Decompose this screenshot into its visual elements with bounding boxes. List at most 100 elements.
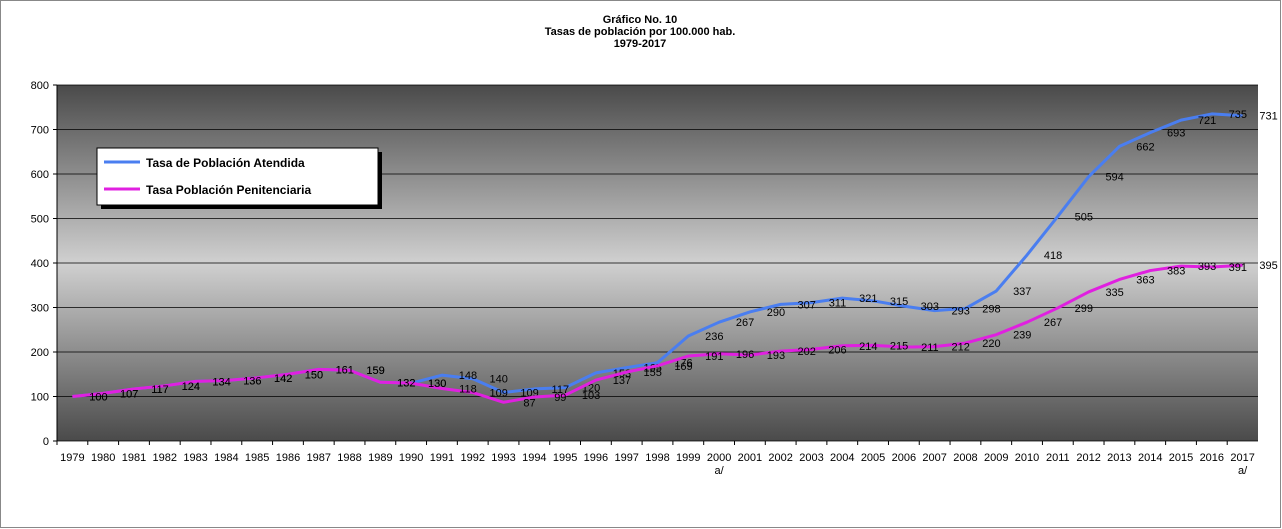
data-label: 505 bbox=[1075, 211, 1093, 223]
y-tick-label: 400 bbox=[31, 258, 49, 270]
x-tick-label: 1983 bbox=[183, 452, 207, 464]
x-tick-label: 2004 bbox=[830, 452, 854, 464]
x-tick-label: 2013 bbox=[1107, 452, 1131, 464]
x-tick-label: 2017 a/ bbox=[1230, 452, 1254, 477]
data-label: 191 bbox=[705, 351, 723, 363]
data-label: 693 bbox=[1167, 128, 1185, 140]
data-label: 391 bbox=[1229, 262, 1247, 274]
legend-box bbox=[96, 147, 379, 206]
data-label: 155 bbox=[644, 367, 662, 379]
x-tick-label: 1987 bbox=[307, 452, 331, 464]
legend-label: Tasa de Población Atendida bbox=[146, 156, 305, 170]
x-tick-label: 2002 bbox=[768, 452, 792, 464]
data-label: 159 bbox=[366, 365, 384, 377]
data-label: 393 bbox=[1198, 261, 1216, 273]
x-tick-label: 2010 bbox=[1015, 452, 1039, 464]
x-tick-label: 1981 bbox=[122, 452, 146, 464]
data-label: 211 bbox=[921, 342, 939, 354]
data-label: 731 bbox=[1259, 111, 1277, 123]
data-label: 159 bbox=[366, 365, 384, 377]
x-tick-label: 1993 bbox=[491, 452, 515, 464]
x-tick-label: 1979 bbox=[60, 452, 84, 464]
data-label: 193 bbox=[767, 350, 785, 362]
x-tick-label: 1992 bbox=[460, 452, 484, 464]
x-tick-label: 2016 bbox=[1200, 452, 1224, 464]
y-tick-label: 600 bbox=[31, 169, 49, 181]
x-tick-label: 1984 bbox=[214, 452, 238, 464]
data-label: 109 bbox=[490, 387, 508, 399]
data-label: 206 bbox=[828, 344, 846, 356]
x-tick-label: 1980 bbox=[91, 452, 115, 464]
data-label: 196 bbox=[736, 349, 754, 361]
data-label: 103 bbox=[582, 390, 600, 402]
x-tick-label: 2006 bbox=[892, 452, 916, 464]
data-label: 315 bbox=[890, 296, 908, 308]
x-tick-label: 1994 bbox=[522, 452, 546, 464]
data-label: 299 bbox=[1075, 303, 1093, 315]
data-label: 395 bbox=[1259, 260, 1277, 272]
data-label: 311 bbox=[829, 298, 847, 310]
x-tick-label: 2012 bbox=[1076, 452, 1100, 464]
data-label: 148 bbox=[459, 370, 477, 382]
data-label: 202 bbox=[797, 346, 815, 358]
x-tick-label: 2007 bbox=[922, 452, 946, 464]
y-tick-label: 500 bbox=[31, 214, 49, 226]
data-label: 594 bbox=[1105, 172, 1123, 184]
x-tick-label: 1988 bbox=[337, 452, 361, 464]
x-tick-label: 1996 bbox=[584, 452, 608, 464]
data-label: 307 bbox=[797, 299, 815, 311]
x-tick-label: 2015 bbox=[1169, 452, 1193, 464]
data-label: 267 bbox=[1044, 317, 1062, 329]
data-label: 132 bbox=[397, 377, 415, 389]
x-tick-label: 1990 bbox=[399, 452, 423, 464]
data-label: 298 bbox=[982, 303, 1000, 315]
x-tick-label: 2000 a/ bbox=[707, 452, 731, 477]
data-label: 220 bbox=[982, 338, 1000, 350]
x-tick-label: 2008 bbox=[953, 452, 977, 464]
data-label: 335 bbox=[1105, 287, 1123, 299]
x-tick-label: 2003 bbox=[799, 452, 823, 464]
data-label: 267 bbox=[736, 317, 754, 329]
data-label: 134 bbox=[212, 376, 230, 388]
data-label: 150 bbox=[305, 369, 323, 381]
y-tick-label: 0 bbox=[43, 436, 49, 448]
data-label: 130 bbox=[428, 378, 446, 390]
data-label: 383 bbox=[1167, 266, 1185, 278]
x-tick-label: 2011 bbox=[1046, 452, 1070, 464]
data-label: 321 bbox=[859, 293, 877, 305]
data-label: 100 bbox=[89, 392, 107, 404]
data-label: 142 bbox=[274, 373, 292, 385]
x-tick-label: 1982 bbox=[153, 452, 177, 464]
legend: Tasa de Población Atendida Tasa Población… bbox=[96, 147, 382, 209]
data-label: 236 bbox=[705, 331, 723, 343]
data-label: 176 bbox=[674, 358, 692, 370]
data-label: 293 bbox=[951, 306, 969, 318]
data-label: 107 bbox=[120, 388, 138, 400]
data-label: 140 bbox=[490, 374, 508, 386]
data-label: 124 bbox=[182, 381, 200, 393]
data-label: 337 bbox=[1013, 286, 1031, 298]
y-tick-label: 800 bbox=[31, 80, 49, 92]
data-label: 87 bbox=[523, 397, 535, 409]
x-tick-label: 2014 bbox=[1138, 452, 1162, 464]
data-label: 290 bbox=[767, 307, 785, 319]
y-tick-label: 300 bbox=[31, 303, 49, 315]
data-label: 239 bbox=[1013, 330, 1031, 342]
data-label: 215 bbox=[890, 340, 908, 352]
data-label: 363 bbox=[1136, 274, 1154, 286]
x-tick-label: 1985 bbox=[245, 452, 269, 464]
chart-title: Tasas de población por 100.000 hab. bbox=[545, 26, 736, 38]
data-label: 735 bbox=[1229, 109, 1247, 121]
data-label: 303 bbox=[921, 301, 939, 313]
data-label: 662 bbox=[1136, 141, 1154, 153]
data-label: 99 bbox=[554, 392, 566, 404]
data-label: 117 bbox=[552, 384, 570, 396]
data-label: 169 bbox=[674, 361, 692, 373]
y-tick-label: 100 bbox=[31, 392, 49, 404]
x-tick-label: 2005 bbox=[861, 452, 885, 464]
series-line bbox=[72, 263, 1243, 404]
y-tick-label: 700 bbox=[31, 125, 49, 137]
legend-label: Tasa Población Penitenciaria bbox=[146, 183, 311, 197]
x-tick-label: 1997 bbox=[614, 452, 638, 464]
